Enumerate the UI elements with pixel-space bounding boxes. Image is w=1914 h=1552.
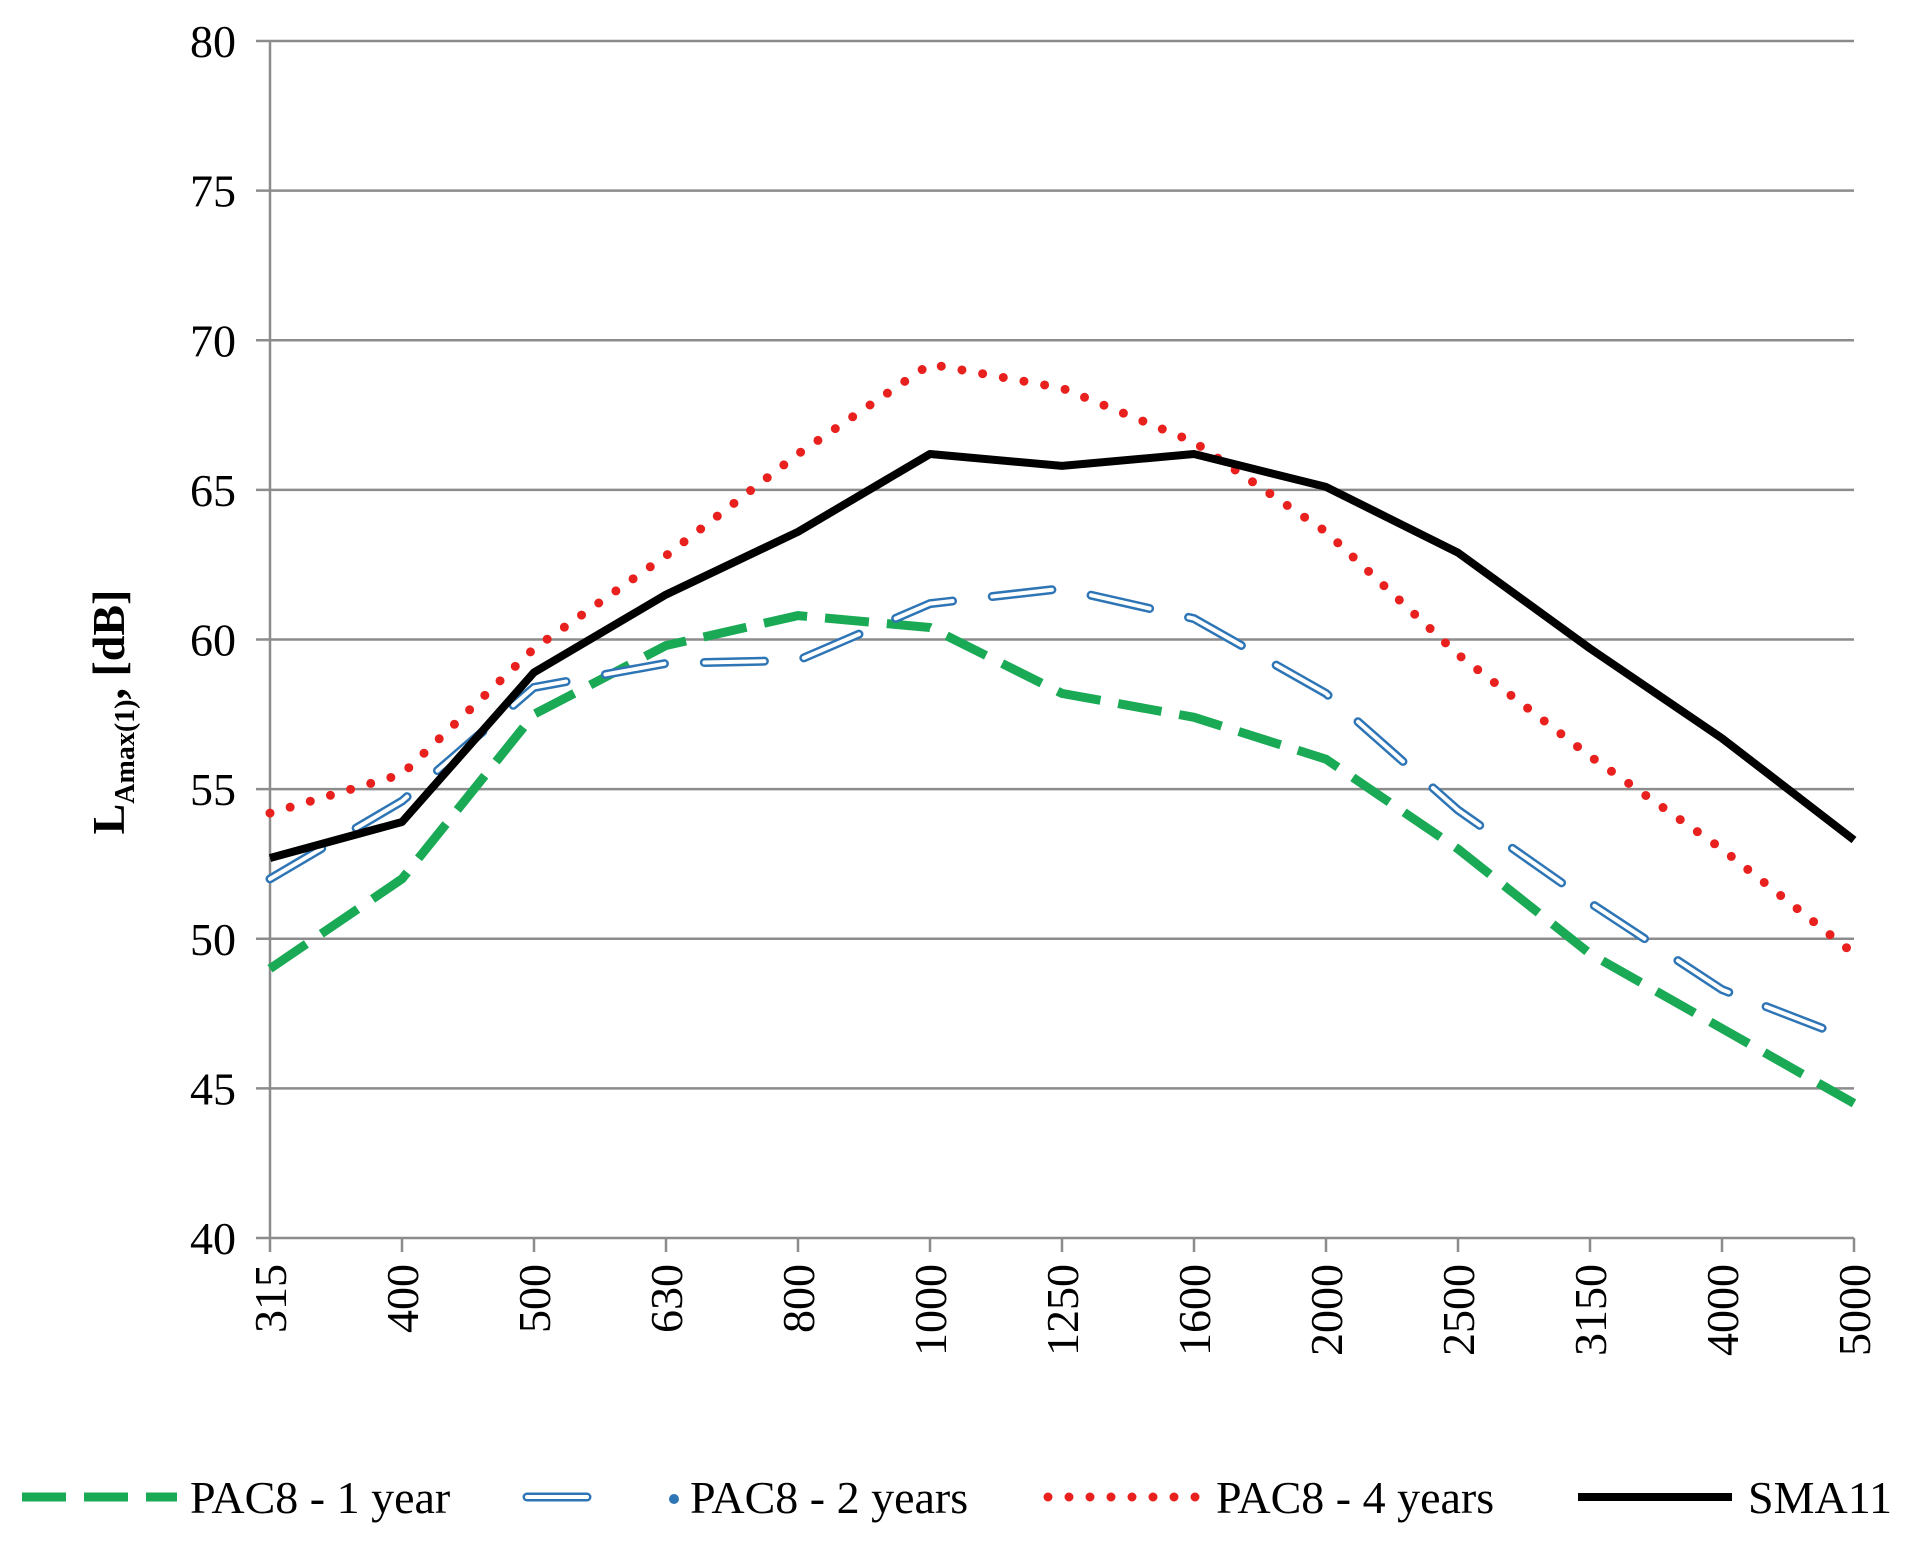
x-tick-label: 4000 (1697, 1264, 1748, 1356)
y-tick-label: 60 (190, 615, 236, 666)
legend-label: PAC8 - 4 years (1216, 1472, 1494, 1523)
y-tick-label: 65 (190, 465, 236, 516)
x-tick-label: 1600 (1169, 1264, 1220, 1356)
x-axis-ticks: 315 400 500 630 800 1000 1250 1600 2000 2500 3150 4… (245, 1238, 1880, 1356)
y-tick-label: 80 (190, 16, 236, 67)
legend: PAC8 - 1 year PAC8 - 2 years PAC8 - 4 year… (22, 1472, 1892, 1523)
y-axis-label-suffix: , [dB] (83, 590, 134, 700)
x-tick-label: 5000 (1829, 1264, 1880, 1356)
x-tick-label: 2500 (1433, 1264, 1484, 1356)
series-line-2-inner (268, 586, 1856, 1043)
y-tick-label: 40 (190, 1213, 236, 1264)
y-tick-label: 55 (190, 764, 236, 815)
y-axis-label-main: L (83, 804, 134, 835)
x-tick-label: 1000 (905, 1264, 956, 1356)
legend-label: PAC8 - 2 years (690, 1472, 968, 1523)
y-axis-label-subscript: Amax(1) (110, 700, 141, 804)
x-tick-label: 400 (377, 1264, 428, 1333)
x-tick-label: 315 (245, 1264, 296, 1333)
x-tick-label: 1250 (1037, 1264, 1088, 1356)
y-tick-label: 50 (190, 914, 236, 965)
y-axis-label: LAmax(1), [dB] (83, 590, 141, 835)
x-tick-label: 3150 (1565, 1264, 1616, 1356)
series-line-1 (267, 611, 1857, 1108)
y-tick-label: 45 (190, 1063, 236, 1114)
legend-label: SMA11 (1748, 1472, 1892, 1523)
x-tick-label: 500 (509, 1264, 560, 1333)
series-line-3 (265, 359, 1859, 959)
y-axis-ticks: 40 45 50 55 60 65 70 75 80 (190, 16, 270, 1264)
series-lines (265, 359, 1859, 1108)
x-tick-label: 630 (641, 1264, 692, 1333)
y-tick-label: 75 (190, 166, 236, 217)
y-tick-label: 70 (190, 315, 236, 366)
series-line-4 (268, 450, 1857, 862)
legend-label: PAC8 - 1 year (190, 1472, 450, 1523)
legend-marker-dot (669, 1494, 679, 1504)
gridlines (270, 39, 1854, 1090)
x-tick-label: 800 (773, 1264, 824, 1333)
x-tick-label: 2000 (1301, 1264, 1352, 1356)
